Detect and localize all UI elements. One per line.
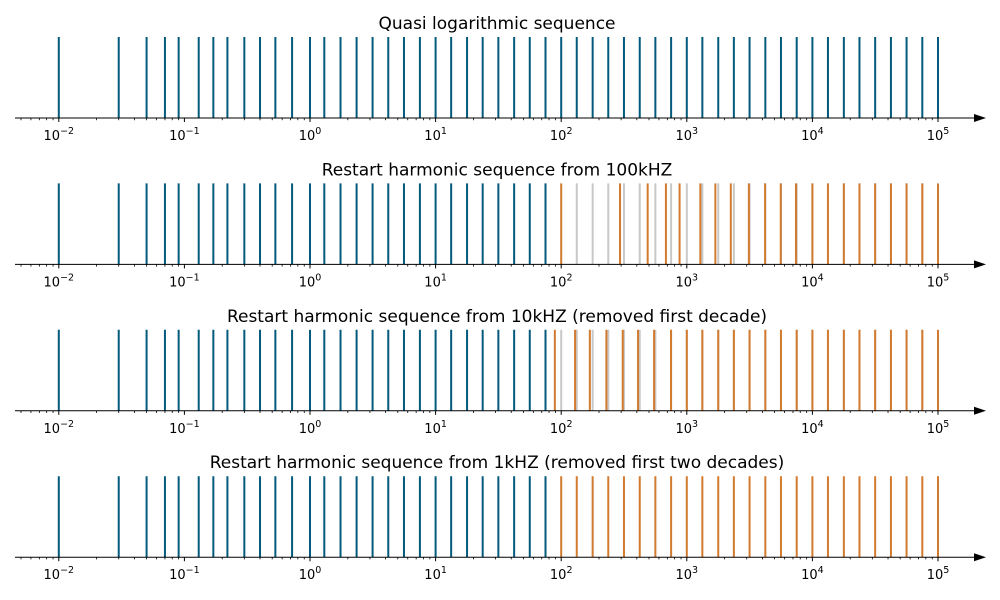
panel-title: Restart harmonic sequence from 10kHZ (re…: [227, 307, 767, 327]
tick-label: 105: [927, 272, 950, 290]
tick-label: 105: [927, 565, 950, 583]
x-axis-arrow: [974, 553, 986, 562]
tick-label: 103: [676, 565, 699, 583]
panel-4: Restart harmonic sequence from 1kHZ (rem…: [15, 453, 986, 583]
tick-label: 102: [550, 126, 573, 144]
x-axis-arrow: [974, 406, 986, 415]
tick-label: 105: [927, 419, 950, 437]
tick-label: 101: [424, 419, 447, 437]
tick-label: 104: [801, 126, 824, 144]
tick-label: 100: [299, 565, 322, 583]
tick-label: 10−2: [44, 565, 75, 583]
tick-label: 104: [801, 419, 824, 437]
panel-title: Quasi logarithmic sequence: [379, 14, 616, 34]
panel-title: Restart harmonic sequence from 100kHZ: [322, 160, 673, 180]
x-axis-arrow: [974, 114, 986, 122]
tick-label: 101: [424, 272, 447, 290]
tick-label: 10−1: [169, 419, 200, 437]
tick-label: 10−2: [44, 272, 75, 290]
tick-label: 103: [676, 126, 699, 144]
tick-label: 10−2: [44, 126, 75, 144]
tick-label: 104: [801, 565, 824, 583]
tick-label: 105: [927, 126, 950, 144]
x-axis-arrow: [974, 260, 986, 269]
tick-label: 10−1: [169, 272, 200, 290]
panel-title: Restart harmonic sequence from 1kHZ (rem…: [210, 453, 785, 473]
panel-2: Restart harmonic sequence from 100kHZ 10−…: [15, 160, 986, 290]
tick-label: 10−1: [169, 126, 200, 144]
tick-label: 103: [676, 419, 699, 437]
tick-label: 100: [299, 419, 322, 437]
panel-3: Restart harmonic sequence from 10kHZ (re…: [15, 307, 986, 437]
tick-label: 10−2: [44, 419, 75, 437]
tick-label: 100: [299, 126, 322, 144]
tick-label: 10−1: [169, 565, 200, 583]
tick-label: 104: [801, 272, 824, 290]
panel-1: Quasi logarithmic sequence 10−2 10−1 100 101…: [15, 14, 986, 144]
tick-label: 101: [424, 565, 447, 583]
tick-label: 103: [676, 272, 699, 290]
tick-label: 102: [550, 419, 573, 437]
tick-label: 101: [424, 126, 447, 144]
tick-label: 102: [550, 272, 573, 290]
tick-label: 100: [299, 272, 322, 290]
tick-label: 102: [550, 565, 573, 583]
